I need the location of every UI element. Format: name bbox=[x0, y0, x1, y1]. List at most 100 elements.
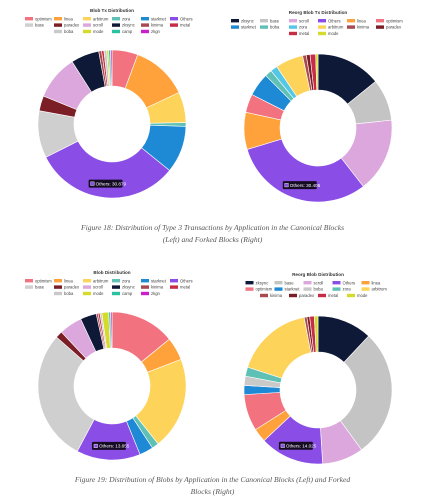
chart-3-legend-swatch-boba bbox=[303, 287, 312, 291]
chart-0-legend-item-base[interactable]: base bbox=[25, 23, 45, 28]
chart-1-legend-item-boba[interactable]: boba bbox=[260, 25, 280, 30]
chart-3-legend-label-optimism: optimism bbox=[256, 287, 273, 292]
chart-3-legend-item-optimism[interactable]: optimism bbox=[245, 287, 273, 292]
chart-0-legend-item-optimism[interactable]: optimism bbox=[25, 16, 52, 21]
figure-18-caption: Figure 18: Distribution of Type 3 Transa… bbox=[40, 222, 385, 246]
chart-0-legend-item-metal[interactable]: metal bbox=[170, 23, 190, 28]
chart-2-legend-swatch-zksync bbox=[112, 285, 120, 289]
chart-1-legend-swatch-metal bbox=[289, 31, 297, 36]
chart-0-legend-swatch-boba bbox=[54, 29, 62, 34]
chart-2-legend-item-paradex[interactable]: paradex bbox=[54, 285, 80, 290]
chart-3-legend-item-base[interactable]: base bbox=[274, 280, 295, 285]
chart-1-legend-swatch-kinima bbox=[347, 25, 355, 29]
chart-1-legend-item-base[interactable]: base bbox=[260, 18, 280, 23]
chart-2-legend-item-optimism[interactable]: optimism bbox=[25, 278, 52, 283]
chart-1-legend-item-kinima[interactable]: kinima bbox=[347, 25, 370, 30]
chart-3-legend-item-mode[interactable]: mode bbox=[347, 293, 368, 298]
chart-1-legend-item-arbitrum[interactable]: arbitrum bbox=[318, 25, 344, 30]
chart-2-legend-item-mode[interactable]: mode bbox=[83, 291, 104, 296]
chart-1-slice-mode[interactable] bbox=[315, 53, 319, 91]
chart-2-legend-item-base[interactable]: base bbox=[25, 285, 45, 290]
chart-2-legend-label-camp: camp bbox=[122, 291, 133, 296]
chart-0-legend-item-mode[interactable]: mode bbox=[83, 29, 104, 34]
chart-0-legend-item-scroll[interactable]: scroll bbox=[83, 23, 103, 28]
chart-0-legend-label-metal: metal bbox=[180, 23, 190, 28]
chart-0-legend-item-linea[interactable]: linea bbox=[54, 16, 74, 21]
chart-2-legend-item-scroll[interactable]: scroll bbox=[83, 285, 103, 290]
chart-0-legend-item-others[interactable]: Others bbox=[170, 16, 193, 21]
chart-2-legend-item-kinima[interactable]: kinima bbox=[141, 285, 164, 290]
chart-1-slice-others[interactable] bbox=[246, 138, 364, 203]
chart-3-legend-item-scroll[interactable]: scroll bbox=[303, 280, 324, 285]
chart-2-legend-label-arbitrum: arbitrum bbox=[93, 278, 109, 283]
chart-0-legend-item-arbitrum[interactable]: arbitrum bbox=[83, 16, 109, 21]
chart-3-legend-item-zora[interactable]: zora bbox=[332, 287, 352, 292]
chart-0-legend-item-starknet[interactable]: starknet bbox=[141, 16, 167, 21]
chart-3-legend-item-kinima[interactable]: kinima bbox=[260, 293, 283, 298]
chart-3-legend-label-metal: metal bbox=[328, 293, 338, 298]
chart-1-legend-item-zksync[interactable]: zksync bbox=[231, 18, 254, 23]
chart-2-legend-item-linea[interactable]: linea bbox=[54, 278, 74, 283]
chart-3-legend-swatch-kinima bbox=[260, 293, 268, 298]
chart-0-slice-others[interactable] bbox=[45, 140, 170, 199]
chart-2-legend-label-boba: boba bbox=[64, 291, 74, 296]
chart-2-legend-item-camp[interactable]: camp bbox=[112, 291, 133, 296]
chart-1-legend-item-scroll[interactable]: scroll bbox=[289, 18, 309, 23]
chart-3-legend-item-zksync[interactable]: zksync bbox=[245, 280, 269, 285]
chart-2-legend-item-starknet[interactable]: starknet bbox=[141, 278, 167, 283]
chart-3-legend-item-boba[interactable]: boba bbox=[303, 287, 324, 292]
chart-0-legend-swatch-arbitrum bbox=[83, 17, 91, 21]
chart-2-legend-item-zora[interactable]: zora bbox=[112, 278, 131, 283]
chart-0-legend-swatch-zora bbox=[112, 17, 120, 21]
chart-3-legend-item-linea[interactable]: linea bbox=[361, 280, 382, 285]
chart-3-legend-item-starknet[interactable]: starknet bbox=[274, 287, 301, 292]
chart-1-legend-swatch-starknet bbox=[231, 25, 239, 29]
chart-1-legend-swatch-scroll bbox=[289, 19, 297, 23]
chart-0-legend-item-zksync[interactable]: zksync bbox=[112, 23, 135, 28]
chart-3-legend-label-kinima: kinima bbox=[270, 293, 283, 298]
chart-0-slice-zkgn[interactable] bbox=[110, 49, 113, 87]
chart-1-legend-item-starknet[interactable]: starknet bbox=[231, 25, 257, 30]
chart-3-legend-item-arbitrum[interactable]: arbitrum bbox=[361, 287, 388, 292]
chart-0-legend-item-zkgn[interactable]: zkgn bbox=[141, 29, 161, 34]
chart-3-slice-arbitrum[interactable] bbox=[247, 316, 312, 379]
chart-1-legend-swatch-zksync bbox=[231, 19, 239, 23]
chart-0-legend-label-paradex: paradex bbox=[64, 23, 80, 28]
chart-2-tooltip-box bbox=[91, 441, 126, 450]
chart-2-legend-item-zksync[interactable]: zksync bbox=[112, 285, 135, 290]
chart-0-legend-label-starknet: starknet bbox=[151, 16, 167, 21]
chart-1-legend-label-zksync: zksync bbox=[241, 18, 254, 23]
chart-0-tooltip-text: Others: 30.879 bbox=[96, 181, 127, 186]
chart-2-legend-item-metal[interactable]: metal bbox=[170, 285, 190, 290]
chart-0-legend-item-boba[interactable]: boba bbox=[54, 29, 74, 34]
chart-0-legend-item-paradex[interactable]: paradex bbox=[54, 23, 80, 28]
chart-0-svg: Blob Tx Distribution optimism linea arbitru… bbox=[25, 8, 193, 199]
chart-2-tooltip: Others: 13.855 bbox=[91, 441, 130, 450]
chart-1-legend-swatch-paradex bbox=[376, 25, 384, 29]
chart-3-slice-mode[interactable] bbox=[313, 315, 319, 353]
chart-3-legend-item-paradex[interactable]: paradex bbox=[289, 293, 315, 298]
chart-1-legend-item-metal[interactable]: metal bbox=[289, 31, 309, 36]
chart-3-legend-item-others[interactable]: Others bbox=[332, 280, 356, 285]
chart-1-legend-item-linea[interactable]: linea bbox=[347, 18, 367, 23]
chart-1-legend-item-zora[interactable]: zora bbox=[289, 25, 308, 30]
chart-2-legend-label-mode: mode bbox=[93, 291, 104, 296]
chart-2-legend-item-boba[interactable]: boba bbox=[54, 291, 74, 296]
chart-1-legend-item-paradex[interactable]: paradex bbox=[376, 25, 402, 30]
chart-0-legend-item-zora[interactable]: zora bbox=[112, 16, 131, 21]
chart-0-legend-item-kinima[interactable]: kinima bbox=[141, 23, 164, 28]
chart-1-legend-item-mode[interactable]: mode bbox=[318, 31, 339, 36]
chart-2-slice-base[interactable] bbox=[37, 336, 95, 452]
chart-2-legend-item-others[interactable]: Others bbox=[170, 278, 193, 283]
chart-3-slice-base[interactable] bbox=[339, 335, 393, 451]
chart-2-slice-zkgn[interactable] bbox=[110, 311, 113, 349]
chart-0-legend-label-zora: zora bbox=[122, 16, 131, 21]
chart-0-legend-label-zksync: zksync bbox=[122, 23, 135, 28]
chart-2-legend-item-zkgn[interactable]: zkgn bbox=[141, 291, 161, 296]
chart-2-legend-item-arbitrum[interactable]: arbitrum bbox=[83, 278, 109, 283]
chart-3-legend-item-metal[interactable]: metal bbox=[318, 293, 338, 298]
chart-1-legend-item-optimism[interactable]: optimism bbox=[376, 18, 403, 23]
chart-1-legend-item-others[interactable]: Others bbox=[318, 18, 341, 23]
chart-3-legend-swatch-mode bbox=[347, 293, 355, 298]
chart-0-legend-item-camp[interactable]: camp bbox=[112, 29, 133, 34]
